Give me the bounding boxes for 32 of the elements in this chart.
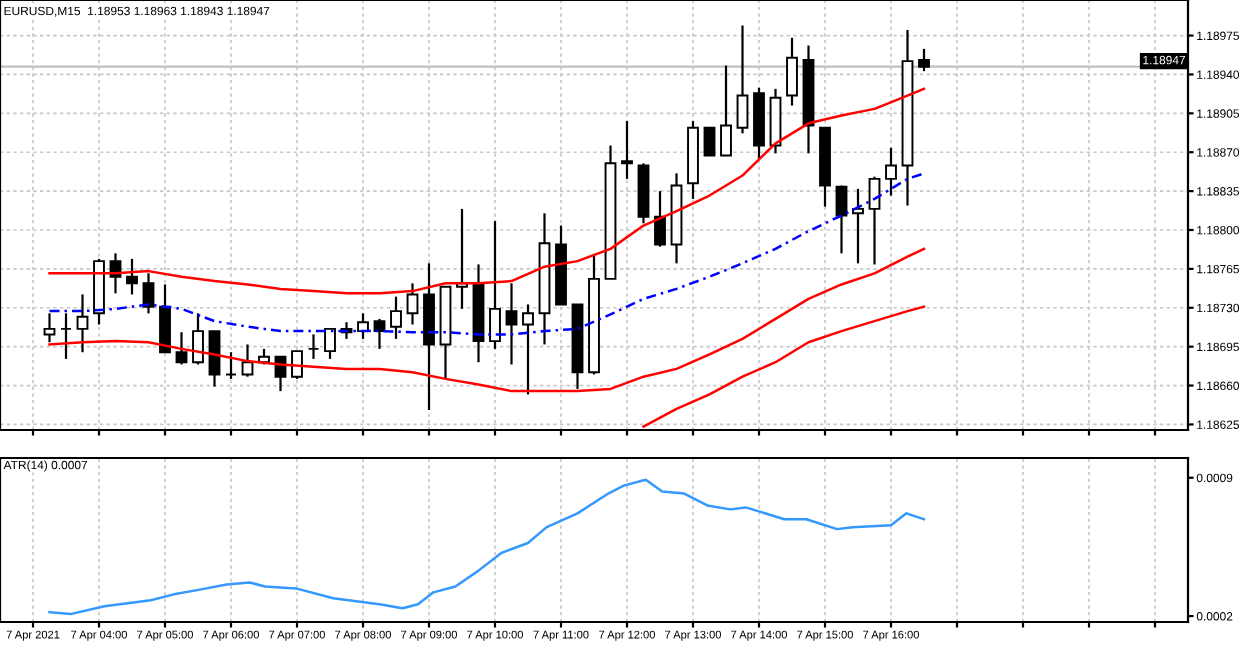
candlestick xyxy=(522,303,534,396)
candlestick xyxy=(918,47,930,73)
candlestick xyxy=(406,282,419,326)
candlestick xyxy=(654,190,666,248)
candlestick xyxy=(489,220,501,350)
candlestick xyxy=(225,351,237,380)
candlestick xyxy=(835,184,848,255)
candlestick xyxy=(324,327,336,360)
candlestick xyxy=(357,312,369,340)
candlestick xyxy=(703,126,716,157)
candlestick xyxy=(76,293,89,354)
candlestick xyxy=(142,272,155,315)
candlestick xyxy=(159,283,171,354)
candlestick xyxy=(505,282,518,366)
candlestick xyxy=(373,317,386,350)
line-series xyxy=(642,305,926,428)
candlestick xyxy=(390,295,402,340)
candlestick xyxy=(126,257,138,296)
line-series xyxy=(48,247,926,393)
candlestick xyxy=(175,331,188,366)
candlestick xyxy=(621,120,633,180)
candlestick xyxy=(736,24,749,135)
candlestick xyxy=(192,312,204,366)
line-series xyxy=(48,172,926,336)
candlestick xyxy=(43,312,56,344)
candlestick xyxy=(291,350,303,380)
line-series xyxy=(48,478,926,616)
candlestick xyxy=(720,64,732,157)
candlestick xyxy=(60,312,72,360)
candlestick xyxy=(786,36,798,107)
candlestick xyxy=(307,333,320,360)
candlestick xyxy=(885,146,897,197)
